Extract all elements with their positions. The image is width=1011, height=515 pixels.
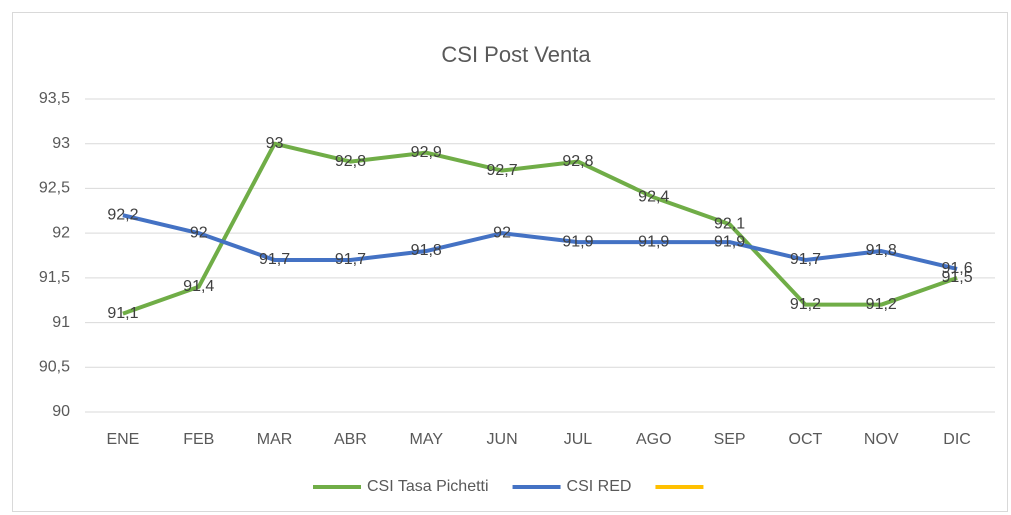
data-label: 92,8	[562, 153, 593, 170]
y-tick-label: 90,5	[39, 359, 70, 376]
data-label: 92	[493, 224, 511, 241]
data-label: 92,8	[335, 153, 366, 170]
data-label: 91,1	[107, 305, 138, 322]
data-label: 92,7	[487, 162, 518, 179]
y-tick-label: 91	[52, 314, 70, 331]
x-tick-label: DIC	[943, 431, 971, 448]
data-label: 91,4	[183, 278, 214, 295]
y-tick-label: 91,5	[39, 269, 70, 286]
data-label: 91,2	[866, 296, 897, 313]
chart-title: CSI Post Venta	[441, 42, 591, 67]
data-label: 91,7	[259, 251, 290, 268]
data-label: 91,9	[638, 233, 669, 250]
x-tick-label: JUL	[564, 431, 593, 448]
y-tick-label: 92	[52, 224, 70, 241]
y-tick-label: 90	[52, 403, 70, 420]
data-label: 93	[266, 135, 284, 152]
x-tick-label: SEP	[714, 431, 746, 448]
data-label: 91,7	[335, 251, 366, 268]
x-tick-label: AGO	[636, 431, 672, 448]
legend-label: CSI RED	[567, 478, 632, 495]
data-label: 91,9	[714, 233, 745, 250]
data-label: 92,2	[107, 206, 138, 223]
x-tick-label: JUN	[487, 431, 518, 448]
x-tick-label: NOV	[864, 431, 899, 448]
x-tick-label: MAY	[410, 431, 444, 448]
data-label: 92,4	[638, 189, 669, 206]
y-tick-label: 93,5	[39, 90, 70, 107]
data-label: 92,9	[411, 144, 442, 161]
data-label: 91,7	[790, 251, 821, 268]
x-tick-label: FEB	[183, 431, 214, 448]
data-label: 91,5	[942, 269, 973, 286]
y-tick-label: 92,5	[39, 180, 70, 197]
data-label: 91,2	[790, 296, 821, 313]
data-label: 92,1	[714, 215, 745, 232]
data-label: 91,6	[942, 260, 973, 277]
data-label: 91,9	[562, 233, 593, 250]
legend-label: CSI Tasa Pichetti	[367, 478, 489, 495]
x-tick-label: ENE	[106, 431, 139, 448]
data-label: 91,8	[411, 242, 442, 259]
series-line	[122, 213, 958, 271]
x-tick-label: ABR	[334, 431, 367, 448]
series-line	[122, 141, 958, 316]
x-tick-label: OCT	[789, 431, 823, 448]
chart-border	[12, 12, 1008, 512]
data-label: 92	[190, 224, 208, 241]
y-tick-label: 93	[52, 135, 70, 152]
x-tick-label: MAR	[257, 431, 293, 448]
data-label: 91,8	[866, 242, 897, 259]
